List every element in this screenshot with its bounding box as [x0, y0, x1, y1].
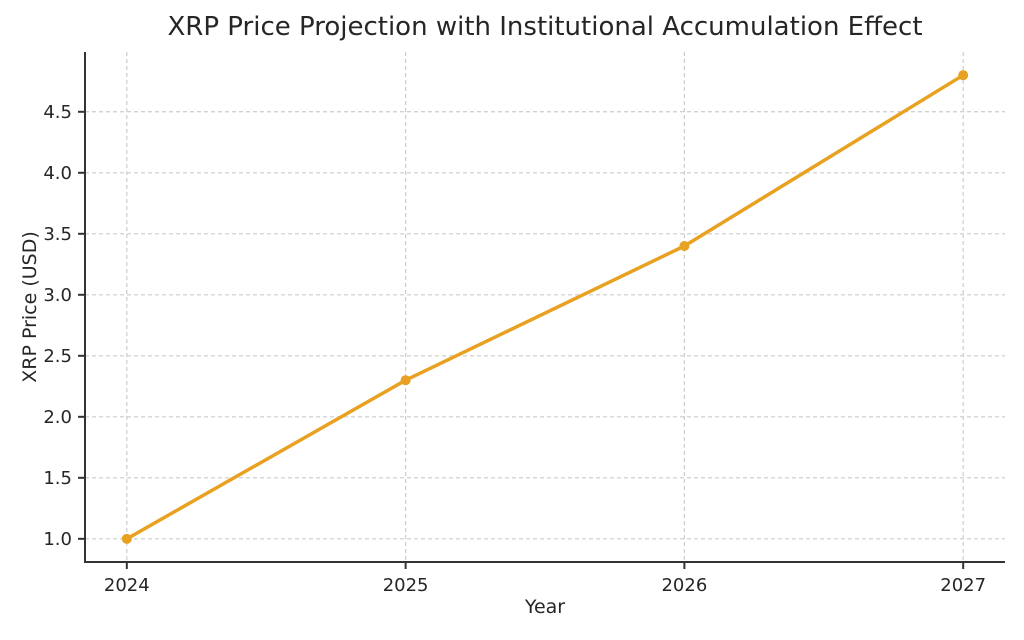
- data-point: [121, 533, 132, 544]
- y-tick-label: 1.5: [43, 468, 72, 489]
- y-tick-label: 4.5: [43, 102, 72, 123]
- y-tick-label: 3.5: [43, 224, 72, 245]
- x-tick-label: 2026: [661, 575, 707, 596]
- data-point: [679, 240, 690, 251]
- data-point: [958, 70, 969, 81]
- price-line: [125, 73, 965, 541]
- y-tick-label: 1.0: [43, 529, 72, 550]
- x-axis-label: Year: [524, 596, 566, 618]
- x-tick-label: 2027: [940, 575, 986, 596]
- y-tick-label: 3.0: [43, 285, 72, 306]
- y-tick-label: 4.0: [43, 163, 72, 184]
- x-tick-label: 2025: [383, 575, 429, 596]
- y-tick-label: 2.0: [43, 407, 72, 428]
- x-tick-label: 2024: [104, 575, 150, 596]
- data-point: [400, 375, 411, 386]
- y-tick-label: 2.5: [43, 346, 72, 367]
- chart-title: XRP Price Projection with Institutional …: [167, 12, 923, 42]
